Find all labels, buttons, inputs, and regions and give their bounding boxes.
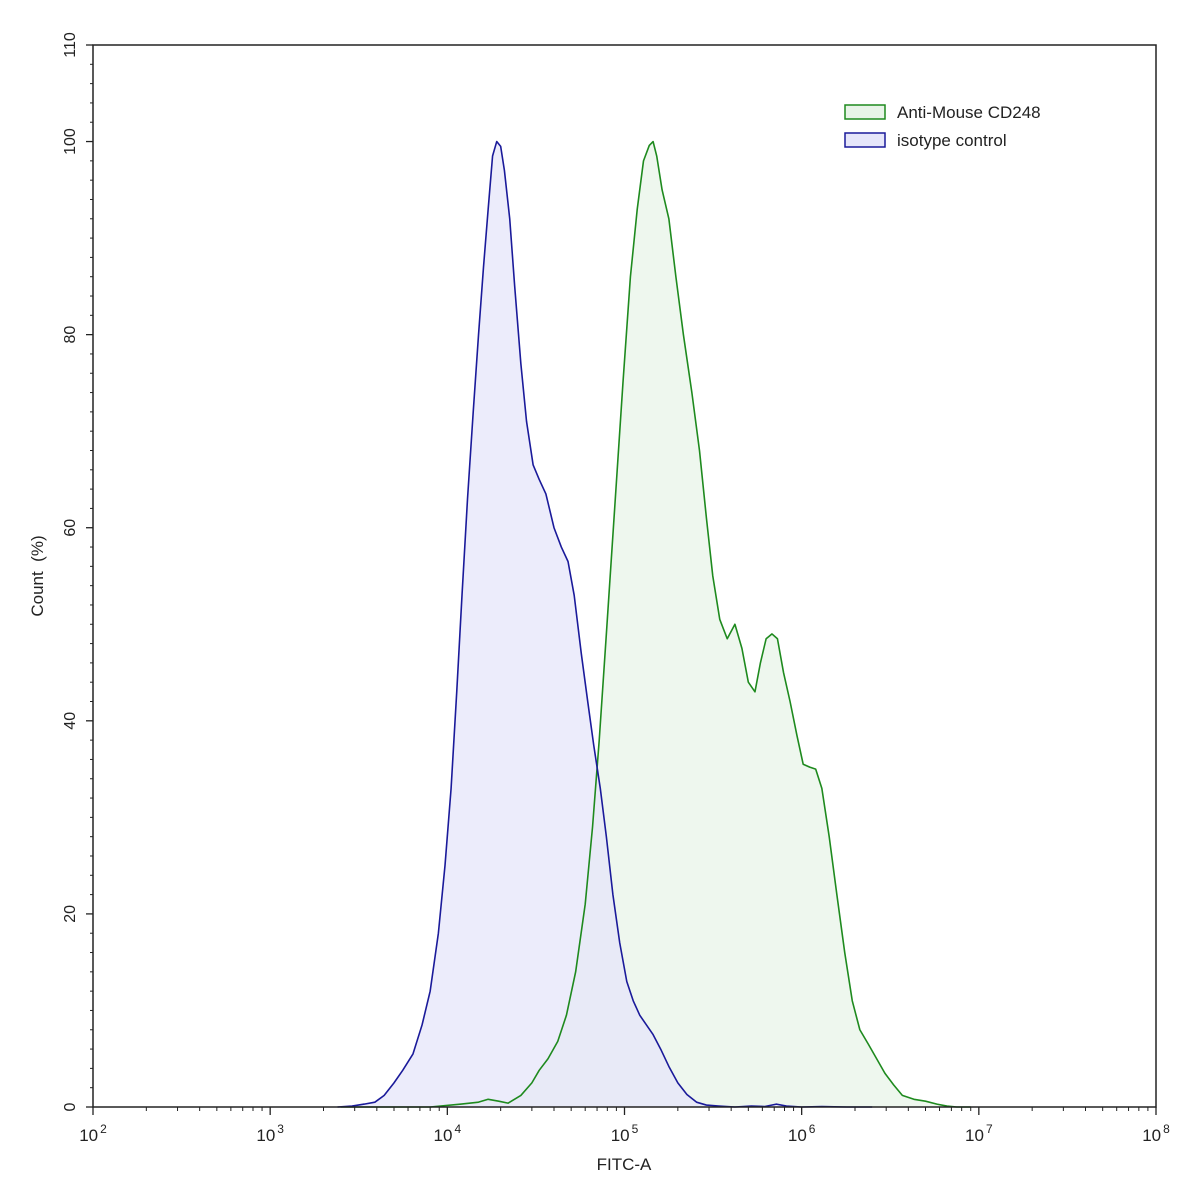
y-axis-label: Count (%) [28,535,47,616]
y-tick-label-5: 100 [62,128,79,155]
y-tick-label-1: 20 [62,905,79,923]
series-line-1 [340,140,971,1108]
legend-label-series-2: isotype control [897,131,1007,150]
y-tick-label-4: 80 [62,326,79,344]
x-tick-label-0: 10 2 [79,1122,107,1145]
x-tick-label-3: 10 5 [611,1122,639,1145]
x-tick-label-5: 10 7 [965,1122,993,1145]
legend-swatch-series-2 [844,132,886,148]
x-axis-label: FITC-A [597,1155,652,1174]
legend-swatch-series-1 [844,104,886,120]
x-tick-label-4: 10 6 [788,1122,816,1145]
legend-label-series-1: Anti-Mouse CD248 [897,103,1041,122]
y-tick-label-6: 110 [62,32,79,58]
y-tick-label-0: 0 [62,1102,79,1111]
legend: Anti-Mouse CD248 isotype control [844,103,1041,150]
x-tick-label-6: 10 8 [1142,1122,1170,1145]
x-axis: 10 2 10 3 10 4 10 5 10 6 10 7 10 8 [79,1107,1170,1145]
series-area-1 [340,141,971,1108]
x-tick-label-1: 10 3 [256,1122,284,1145]
x-tick-label-2: 10 4 [434,1122,462,1145]
y-axis: 0 20 40 60 80 100 110 [62,32,93,1111]
y-tick-label-3: 60 [62,519,79,537]
series-area-2 [337,141,873,1108]
series-layer [337,140,971,1108]
series-line-2 [337,140,873,1108]
y-tick-label-2: 40 [62,712,79,730]
